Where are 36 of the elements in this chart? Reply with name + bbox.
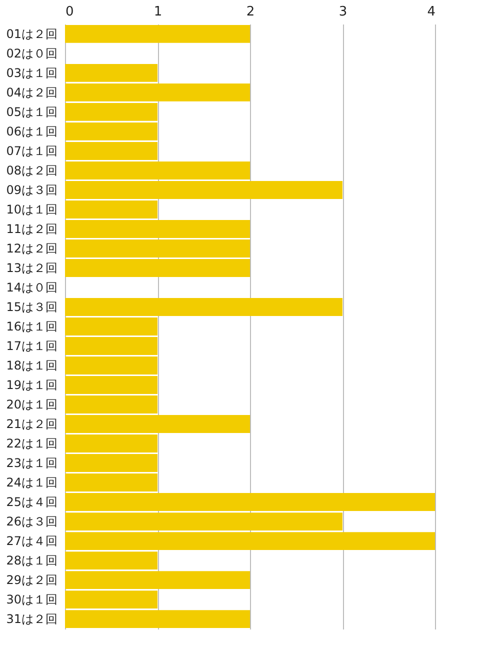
y-tick-label: 11は２回 (6, 222, 58, 236)
y-tick-label: 24は１回 (6, 476, 58, 490)
y-tick-label: 13は２回 (6, 260, 58, 275)
y-tick-label: 04は２回 (6, 85, 58, 100)
y-tick-label: 05は１回 (6, 104, 58, 119)
y-tick-label: 21は２回 (6, 417, 58, 432)
y-tick-label: 15は３回 (6, 300, 58, 314)
y-tick-label: 02は０回 (6, 46, 58, 60)
y-tick-label: 17は１回 (6, 339, 58, 354)
x-tick-label: 0 (66, 4, 74, 20)
y-tick-label: 19は１回 (6, 378, 58, 392)
y-tick-label: 01は２回 (6, 26, 58, 41)
y-tick-label: 22は１回 (6, 436, 58, 451)
y-tick-label: 07は１回 (6, 144, 58, 158)
y-tick-label: 29は２回 (6, 573, 58, 588)
y-tick-label: 23は１回 (6, 456, 58, 470)
y-tick-label: 26は３回 (6, 514, 58, 529)
y-tick-label: 08は２回 (6, 163, 58, 178)
y-tick-label: 12は２回 (6, 241, 58, 256)
x-tick-label: 2 (246, 4, 255, 20)
y-tick-label: 25は４回 (6, 495, 58, 510)
x-tick-label: 4 (427, 4, 436, 20)
y-tick-label: 20は１回 (6, 398, 58, 412)
x-tick-label: 1 (154, 4, 162, 20)
y-tick-label: 28は１回 (6, 554, 58, 568)
y-tick-label: 27は４回 (6, 534, 58, 548)
y-tick-label: 06は１回 (6, 124, 58, 138)
y-tick-label: 09は３回 (6, 182, 58, 197)
y-tick-label: 18は１回 (6, 358, 58, 373)
y-tick-label: 03は１回 (6, 66, 58, 80)
y-tick-label: 16は１回 (6, 320, 58, 334)
y-tick-label: 10は１回 (6, 202, 58, 216)
y-tick-label: 31は２回 (6, 612, 58, 626)
y-tick-label: 30は１回 (6, 592, 58, 607)
x-tick-label: 3 (338, 4, 348, 20)
y-tick-label: 14は０回 (6, 280, 58, 294)
